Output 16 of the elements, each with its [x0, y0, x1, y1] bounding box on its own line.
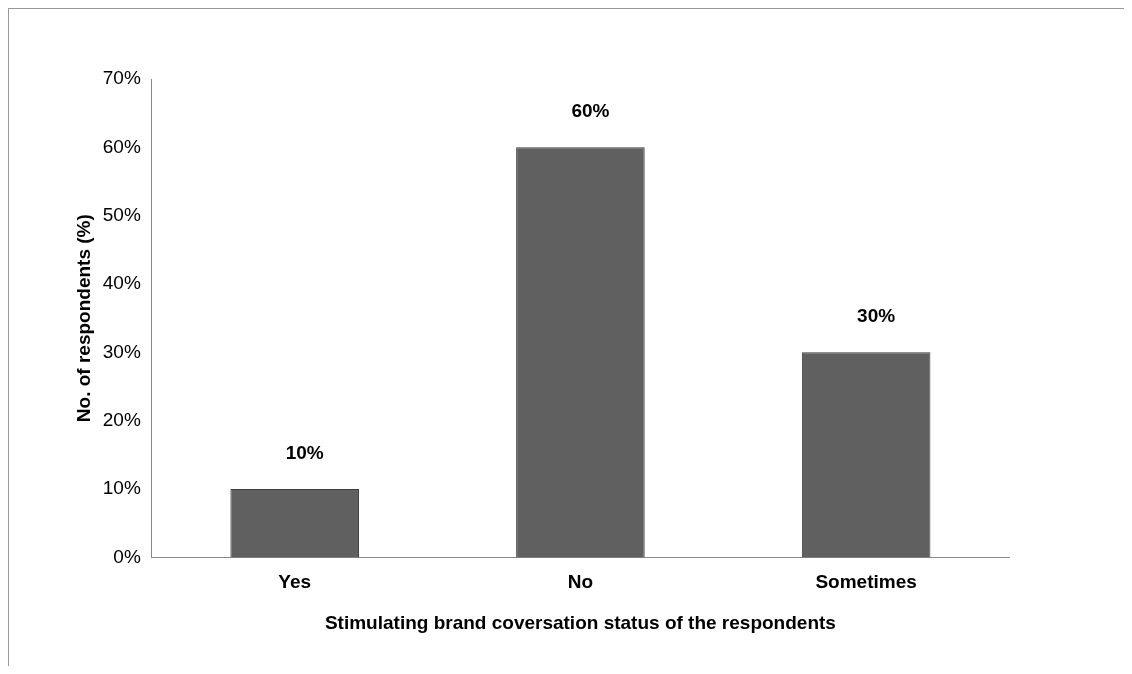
- x-tick-label: No: [567, 571, 594, 593]
- data-label: 60%: [571, 100, 610, 122]
- y-tick-label: 0%: [113, 545, 141, 567]
- y-tick-label: 10%: [102, 477, 141, 499]
- x-tick-label: Sometimes: [815, 571, 917, 593]
- y-tick-label: 20%: [102, 408, 141, 430]
- y-tick-label: 60%: [102, 135, 141, 157]
- x-tick-label: Yes: [278, 571, 312, 593]
- data-label: 10%: [285, 441, 324, 463]
- data-label: 30%: [857, 305, 896, 327]
- x-axis-title: Stimulating brand coversation status of the respondents: [324, 611, 836, 633]
- y-tick-label: 50%: [102, 203, 141, 225]
- y-tick-label: 40%: [102, 272, 141, 294]
- y-tick-label: 70%: [102, 67, 141, 89]
- y-axis-title: No. of respondents (%): [72, 214, 94, 423]
- y-tick-label: 30%: [102, 340, 141, 362]
